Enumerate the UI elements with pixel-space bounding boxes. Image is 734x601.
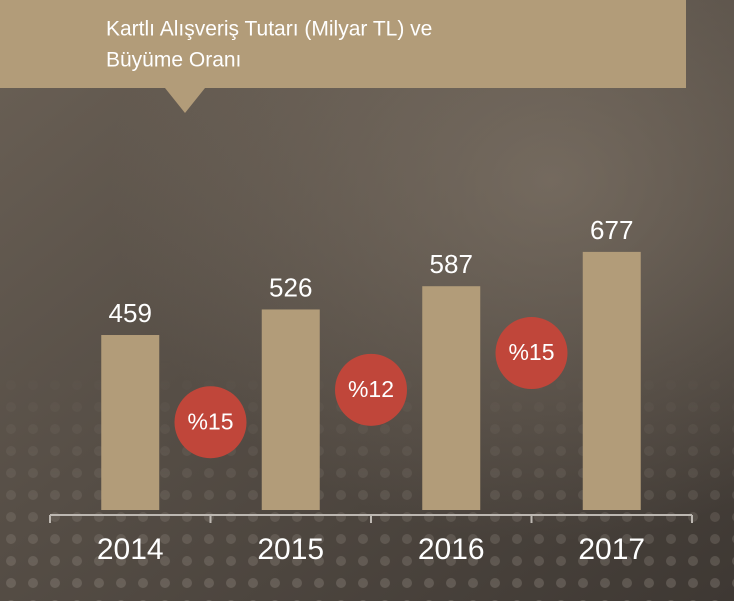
chart-title: Büyüme Oranı xyxy=(106,49,241,72)
x-tick-label: 2014 xyxy=(97,533,164,566)
growth-badge xyxy=(495,317,568,390)
title-banner xyxy=(0,0,686,113)
data-label: 587 xyxy=(430,249,473,279)
x-tick-label: 2016 xyxy=(418,533,485,566)
bar xyxy=(261,309,320,510)
x-tick-label: 2017 xyxy=(578,533,645,566)
x-tick-label: 2015 xyxy=(257,533,324,566)
bar xyxy=(422,286,481,510)
data-label: 677 xyxy=(590,215,633,245)
growth-badge xyxy=(174,386,247,459)
data-label: 459 xyxy=(109,298,152,328)
growth-badge xyxy=(335,353,407,426)
bar xyxy=(101,335,160,510)
chart-title: Kartlı Alışveriş Tutarı (Milyar TL) ve xyxy=(106,18,432,41)
data-label: 526 xyxy=(269,272,312,302)
x-axis xyxy=(49,514,693,523)
bar xyxy=(582,251,641,511)
growth-label: %12 xyxy=(348,376,394,402)
growth-label: %15 xyxy=(508,339,554,365)
growth-label: %15 xyxy=(187,408,233,434)
